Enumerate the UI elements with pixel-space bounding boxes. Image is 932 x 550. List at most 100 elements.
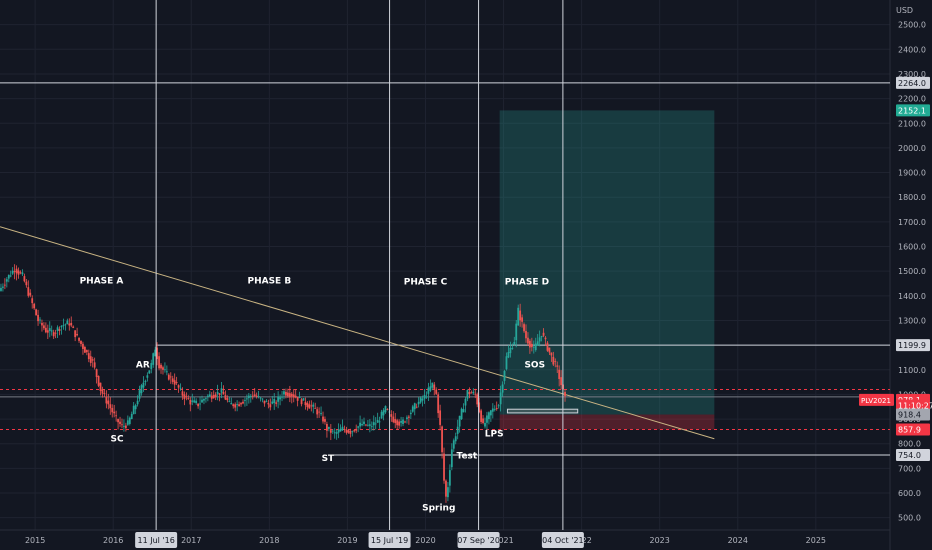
candle-body: [9, 275, 12, 277]
candle-body: [130, 413, 133, 420]
y-tick-label: 1400.0: [898, 292, 926, 301]
candle-body: [119, 421, 121, 424]
candle-body: [152, 353, 155, 365]
candle-body: [511, 347, 514, 349]
price-label: 11:10:27: [898, 402, 932, 411]
candle-body: [95, 369, 98, 377]
trend-line: [0, 226, 715, 440]
symbol-tag: PLV2021: [861, 397, 891, 405]
candle-body: [201, 399, 203, 403]
price-label: 918.4: [898, 411, 921, 420]
candle-body: [495, 407, 498, 410]
candle-body: [445, 480, 447, 497]
candle-body: [244, 399, 246, 401]
candle-body: [335, 432, 338, 434]
candle-body: [326, 424, 328, 431]
candle-body: [396, 420, 399, 426]
candle-body: [162, 367, 164, 370]
candle-body: [277, 396, 280, 402]
candle-body: [376, 420, 379, 423]
horizontal-levels: [0, 82, 890, 456]
candle-body: [84, 346, 86, 353]
time-axis[interactable]: 2015201620172018201920202021202220232024…: [25, 532, 826, 548]
annotation-label: AR: [136, 360, 150, 370]
candle-body: [367, 424, 369, 426]
candle-body: [513, 341, 516, 345]
price-label-box: [896, 76, 930, 89]
annotation-label: LPS: [485, 429, 504, 439]
candle-body: [173, 380, 176, 385]
candle-body: [146, 375, 149, 378]
x-tick-label: 2024: [728, 536, 748, 545]
candle-body: [167, 374, 170, 380]
candle-body: [456, 426, 459, 434]
price-series: [0, 264, 566, 503]
candle-body: [466, 390, 469, 399]
candle-body: [115, 415, 118, 417]
candle-body: [74, 330, 77, 338]
candle-body: [269, 404, 272, 408]
candle-body: [50, 330, 53, 332]
candle-body: [435, 389, 438, 394]
date-label: 15 Jul '19: [371, 536, 408, 545]
candle-body: [452, 440, 455, 449]
candle-body: [224, 395, 227, 400]
candle-body: [169, 376, 172, 378]
candle-body: [265, 401, 268, 403]
candle-body: [99, 382, 102, 391]
candle-body: [205, 398, 207, 400]
candle-body: [232, 404, 235, 407]
candle-body: [5, 279, 8, 282]
y-tick-label: 1800.0: [898, 193, 926, 202]
y-tick-label: 2000.0: [898, 144, 926, 153]
candle-body: [548, 347, 551, 353]
candle-body: [398, 421, 401, 426]
candle-body: [384, 406, 387, 413]
candle-body: [421, 398, 424, 401]
candle-body: [93, 362, 96, 368]
symbol-tag-box: [859, 393, 894, 406]
price-label: 2152.1: [898, 106, 926, 115]
candle-body: [527, 337, 529, 344]
candle-body: [406, 417, 408, 420]
annotation-label: ST: [322, 454, 335, 464]
y-tick-label: 2100.0: [898, 119, 926, 128]
candle-body: [460, 408, 463, 420]
candle-body: [39, 319, 41, 321]
candle-body: [536, 341, 539, 346]
candle-body: [294, 395, 297, 398]
candle-body: [370, 426, 373, 428]
annotation-label: PHASE A: [80, 276, 124, 286]
candle-body: [308, 404, 311, 409]
candle-body: [85, 350, 88, 353]
candle-body: [27, 287, 30, 296]
candle-body: [316, 409, 319, 415]
candle-body: [365, 424, 367, 426]
candle-body: [554, 361, 557, 362]
candle-body: [64, 324, 67, 326]
candle-body: [357, 426, 360, 428]
candle-body: [195, 400, 198, 404]
candle-body: [333, 432, 336, 434]
annotation-label: SC: [111, 434, 124, 444]
candle-body: [290, 393, 293, 397]
candle-body: [15, 268, 18, 274]
date-label-box: [541, 532, 584, 548]
candle-body: [259, 397, 262, 399]
candle-body: [431, 382, 434, 388]
candle-body: [7, 274, 10, 279]
candle-body: [208, 394, 211, 397]
candle-body: [107, 400, 110, 405]
candle-body: [60, 325, 63, 328]
candle-body: [343, 428, 346, 430]
wyckoff-annotations: PHASE A PHASE B PHASE C PHASE D SC AR ST Spring…: [80, 276, 550, 513]
y-tick-label: 500.0: [898, 514, 921, 523]
candle-body: [458, 415, 461, 427]
candle-body: [66, 320, 69, 325]
x-tick-label: 2020: [415, 536, 435, 545]
candle-body: [80, 340, 82, 344]
candle-body: [62, 325, 65, 326]
candle-body: [33, 303, 36, 309]
candle-body: [236, 404, 239, 405]
